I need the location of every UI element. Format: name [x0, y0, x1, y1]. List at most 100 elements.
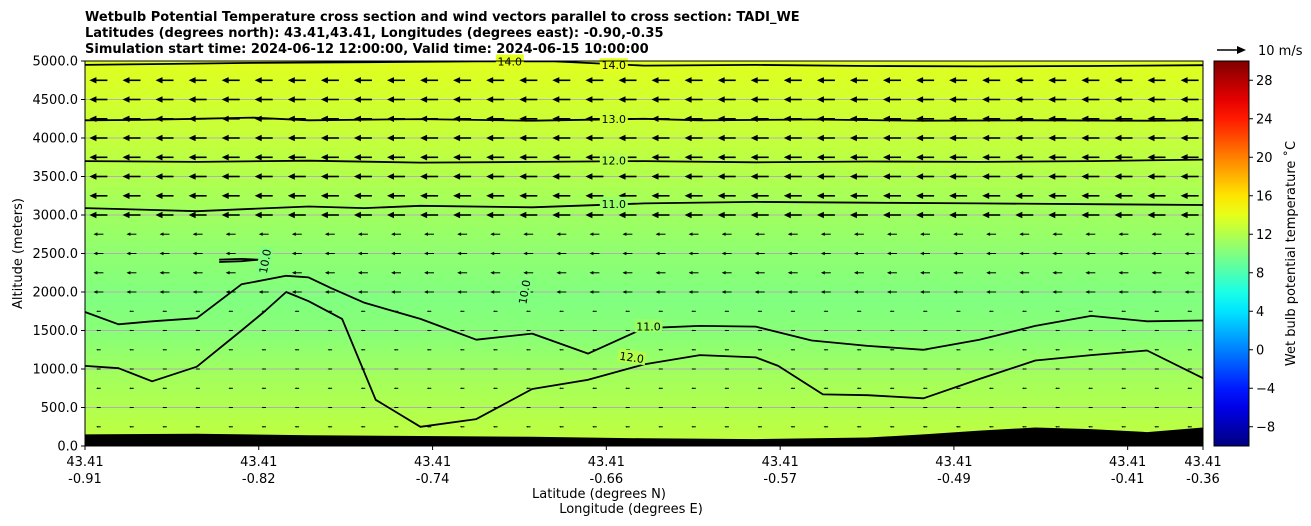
wind-vector-head — [724, 426, 727, 428]
wind-vector-head — [490, 271, 495, 275]
wind-vector-head — [1121, 329, 1123, 332]
wind-vector-head — [426, 387, 429, 390]
wind-vector-head — [949, 96, 957, 103]
terrain — [85, 427, 1203, 446]
wind-vector-head — [1048, 154, 1056, 161]
wind-vector-head — [1088, 349, 1090, 351]
wind-vector-head — [228, 387, 231, 390]
wind-vector-head — [129, 426, 131, 428]
wind-vector-head — [651, 134, 659, 142]
wind-vector-head — [856, 426, 859, 428]
wind-vector-head — [1055, 387, 1057, 390]
contour-line — [84, 201, 1204, 213]
contour-label-bg — [599, 196, 628, 210]
wind-vector-head — [159, 251, 164, 256]
wind-vector-head — [1114, 211, 1122, 219]
wind-vector-head — [453, 211, 461, 219]
wind-vector-head — [988, 426, 991, 428]
wind-vector-head — [360, 349, 363, 351]
wind-vector-head — [889, 406, 892, 409]
x-tick-label-lat: 43.41 — [1109, 455, 1146, 470]
wind-vector-head — [1187, 368, 1190, 370]
wind-vector-head — [920, 232, 924, 236]
wind-vector-head — [228, 310, 231, 313]
wind-vector-head — [1151, 232, 1156, 236]
wind-vector-head — [424, 290, 428, 294]
wind-vector-head — [592, 329, 594, 332]
wind-vector-head — [625, 406, 627, 409]
wind-vector-head — [228, 349, 231, 351]
wind-vector-head — [122, 173, 130, 180]
wind-vector-head — [493, 349, 495, 351]
wind-vector-head — [526, 310, 528, 313]
x-tick-label-lon: -0.91 — [68, 472, 102, 487]
wind-vector-head — [724, 368, 727, 370]
wind-vector-head — [519, 134, 527, 142]
wind-vector-head — [89, 154, 97, 161]
wind-vector-head — [162, 368, 165, 370]
wind-vector-head — [221, 211, 229, 219]
wind-vector-head — [327, 426, 330, 428]
wind-vector-head — [816, 211, 824, 219]
wind-vector-head — [523, 232, 528, 236]
wind-vector-head — [922, 329, 925, 332]
contour-label: 12.0 — [599, 153, 628, 168]
wind-vector-head — [922, 387, 925, 390]
wind-vector-head — [1015, 211, 1023, 219]
wind-vector-head — [787, 290, 792, 294]
wind-vector-head — [453, 154, 461, 161]
wind-vector-head — [320, 154, 328, 161]
y-tick-label: 500.0 — [41, 401, 78, 416]
colorbar-tick-label: −8 — [1256, 420, 1275, 435]
wind-vector-head — [490, 232, 495, 236]
wind-vector-head — [688, 290, 693, 294]
wind-vector-head — [982, 77, 990, 84]
x-tick-label-lat: 43.41 — [240, 455, 277, 470]
wind-vector-head — [823, 329, 826, 332]
contour-label-text: 12.0 — [602, 155, 627, 168]
wind-vector-head — [889, 387, 892, 390]
wind-vector-head — [1187, 329, 1190, 332]
wind-vector-head — [986, 290, 991, 294]
wind-vector-head — [1048, 211, 1056, 219]
wind-vector-head — [254, 96, 262, 103]
wind-vector-head — [552, 154, 560, 161]
x-tick-label-lon: -0.74 — [416, 472, 450, 487]
wind-vector-head — [982, 96, 990, 103]
wind-vector-head — [887, 271, 891, 275]
colorbar-tick-label: 24 — [1256, 112, 1273, 127]
wind-vector-head — [122, 134, 130, 142]
wind-vector-head — [754, 232, 759, 236]
wind-vector-head — [96, 329, 98, 332]
wind-vector-head — [922, 406, 925, 409]
wind-vector-head — [391, 251, 395, 256]
wind-vector-head — [459, 329, 462, 332]
wind-vector-head — [225, 271, 230, 275]
wind-vector-head — [1022, 329, 1024, 332]
wind-vector-head — [1118, 251, 1123, 256]
y-axis-label: Altitude (meters) — [11, 198, 26, 309]
wind-vector-head — [459, 426, 462, 428]
wind-vector-head — [684, 154, 692, 161]
wind-vector-head — [757, 387, 760, 390]
wind-vector-head — [1180, 134, 1188, 142]
wind-vector-head — [493, 329, 495, 332]
wind-vector-head — [823, 387, 826, 390]
wind-vector-head — [457, 290, 462, 294]
wind-vector-head — [122, 96, 130, 103]
wind-vector-head — [420, 154, 428, 161]
wind-vector-head — [658, 368, 661, 370]
wind-vector-head — [1055, 310, 1057, 313]
wind-vector-head — [684, 77, 692, 84]
wind-vector-head — [291, 290, 296, 294]
wind-vector-head — [258, 290, 263, 294]
wind-vector-head — [988, 368, 991, 370]
wind-vector-head — [287, 211, 295, 219]
wind-vector-head — [1180, 96, 1188, 103]
wind-vector-head — [684, 173, 692, 180]
wind-vector-head — [327, 329, 330, 332]
wind-vector-head — [559, 406, 561, 409]
wind-vector-head — [849, 96, 857, 103]
wind-vector-head — [724, 406, 727, 409]
wind-vector-head — [953, 271, 958, 275]
